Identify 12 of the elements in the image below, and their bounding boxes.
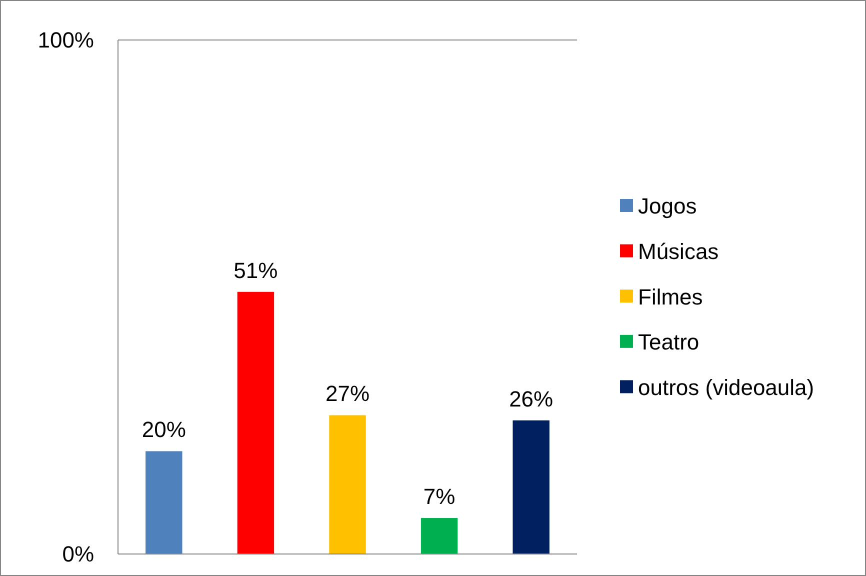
y-tick-label: 0% [62, 542, 94, 567]
y-tick-label: 100% [38, 28, 94, 53]
data-label: 51% [234, 258, 278, 283]
legend-label: Teatro [638, 330, 700, 355]
legend-label: Filmes [638, 284, 703, 310]
legend-label: outros (videoaula) [638, 374, 814, 400]
data-label: 20% [142, 417, 186, 442]
legend-label: Jogos [638, 194, 697, 219]
legend-label: Músicas [638, 239, 719, 264]
data-label: 7% [423, 484, 456, 510]
data-label: 26% [509, 386, 554, 412]
data-label: 27% [325, 381, 370, 406]
